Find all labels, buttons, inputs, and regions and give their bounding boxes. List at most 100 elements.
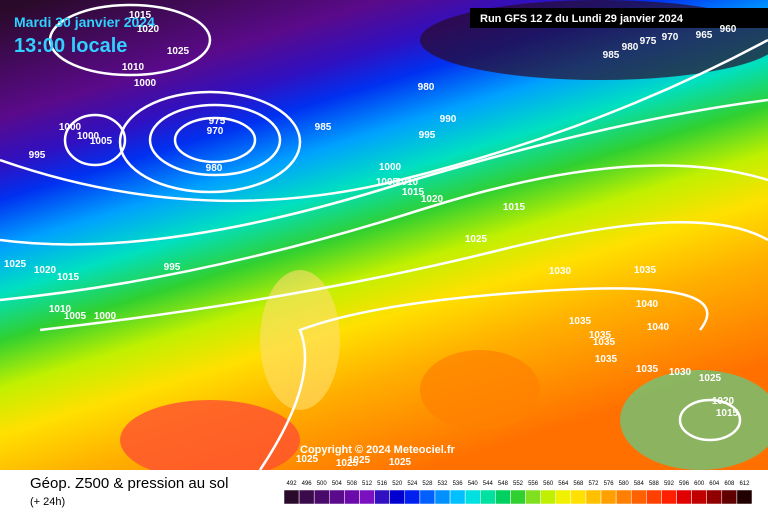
legend-label: 524	[407, 481, 418, 487]
legend-label: 548	[498, 481, 509, 487]
isobars	[0, 3, 768, 471]
legend-cell	[464, 489, 481, 505]
isobar-label: 1000	[77, 131, 100, 142]
legend-cell	[736, 489, 753, 505]
legend-cell	[359, 489, 375, 505]
isobar-label: 985	[315, 122, 332, 133]
legend: 492 496 500 504 508 512 516 520 524 528 532 536 540 5…	[283, 481, 753, 505]
legend-cell	[525, 489, 541, 505]
legend-label: 604	[709, 481, 720, 487]
isobar-label: 1015	[716, 408, 739, 419]
legend-label: 512	[362, 481, 373, 487]
isobar-label: 1015	[503, 202, 526, 213]
isobar-label: 1035	[595, 354, 618, 365]
legend-cell	[419, 489, 436, 505]
isobar-label: 1010	[122, 62, 145, 73]
legend-cell	[630, 489, 647, 505]
legend-label: 584	[634, 481, 645, 487]
legend-label: 508	[347, 481, 358, 487]
legend-label: 544	[483, 481, 494, 487]
legend-label: 504	[332, 481, 343, 487]
isobar-label: 1010	[396, 177, 419, 188]
isobar-label: 1025	[296, 454, 319, 465]
isobar-label: 970	[207, 126, 224, 137]
legend-cell	[615, 489, 632, 505]
isobar-label: 1025	[699, 373, 722, 384]
legend-label: 560	[543, 481, 554, 487]
legend-cell	[691, 489, 707, 505]
legend-cell	[706, 489, 723, 505]
legend-label: 516	[377, 481, 388, 487]
legend-cell	[298, 489, 315, 505]
ridge	[260, 270, 340, 410]
isobar-label: 970	[662, 32, 679, 43]
legend-cell	[495, 489, 511, 505]
footer-subtitle: (+ 24h)	[30, 496, 65, 508]
run: Run GFS 12 Z du Lundi 29 janvier 2024	[480, 13, 684, 25]
isobar-label: 1025	[4, 259, 27, 270]
legend-cell	[449, 489, 466, 505]
isobar-label: 1005	[376, 177, 399, 188]
legend-label: 600	[694, 481, 705, 487]
legend-label: 564	[558, 481, 569, 487]
legend-cell	[389, 489, 406, 505]
isobar-label: 1030	[549, 266, 572, 277]
legend-label: 580	[619, 481, 630, 487]
legend-cell	[313, 489, 330, 505]
isobar-label: 965	[696, 30, 713, 41]
legend-cell	[434, 489, 451, 505]
isobar-label: 1035	[593, 337, 616, 348]
isobar-label: 980	[418, 82, 435, 93]
isobar-label: 1035	[634, 265, 657, 276]
isobar-label: 980	[622, 42, 639, 53]
isobar-label: 1040	[647, 322, 670, 333]
legend-label: 596	[679, 481, 690, 487]
isobar-label: 1020	[34, 265, 57, 276]
isobar-label: 1000	[94, 311, 117, 322]
isobar-label: 1025	[336, 458, 359, 469]
isobar-label: 1035	[636, 364, 659, 375]
isobar-label: 995	[164, 262, 181, 273]
isobar-label: 1040	[636, 299, 659, 310]
legend-label: 540	[468, 481, 479, 487]
date: Mardi 30 janvier 2024	[14, 14, 155, 30]
legend-label: 592	[664, 481, 675, 487]
isobar-label: 975	[640, 36, 657, 47]
legend-label: 528	[422, 481, 433, 487]
isobar-label: 960	[720, 24, 737, 35]
legend-cell	[344, 489, 360, 505]
isobar-label: 1005	[64, 311, 87, 322]
isobar-label: 1025	[389, 457, 412, 468]
isobar-label: 1030	[669, 367, 692, 378]
legend-cell	[570, 489, 587, 505]
isobar-label: 1015	[129, 10, 152, 21]
legend-cell	[646, 489, 662, 505]
legend-label: 612	[739, 481, 750, 487]
isobar-label: 1000	[134, 78, 157, 89]
isobar-label: 995	[419, 130, 436, 141]
legend-cell	[676, 489, 692, 505]
isobar-label: 995	[29, 150, 46, 161]
isobar-label: 1025	[348, 455, 371, 466]
legend-cell	[404, 489, 421, 505]
legend-cell	[585, 489, 602, 505]
isobar-label: 975	[209, 116, 226, 127]
legend-label: 588	[649, 481, 660, 487]
legend-cell	[540, 489, 556, 505]
isobar-label: 1015	[57, 272, 80, 283]
legend-cell	[374, 489, 390, 505]
time: 13:00 locale	[14, 35, 127, 57]
legend-label: 492	[287, 481, 298, 487]
isobar-label: 1025	[465, 234, 488, 245]
isobar-label: 1005	[90, 136, 113, 147]
isobar-label: 1020	[712, 396, 735, 407]
legend-label: 552	[513, 481, 524, 487]
legend-label: 532	[438, 481, 449, 487]
legend-cell	[600, 489, 617, 505]
legend-label: 608	[724, 481, 735, 487]
legend-label: 556	[528, 481, 539, 487]
isobar-label: 985	[603, 50, 620, 61]
